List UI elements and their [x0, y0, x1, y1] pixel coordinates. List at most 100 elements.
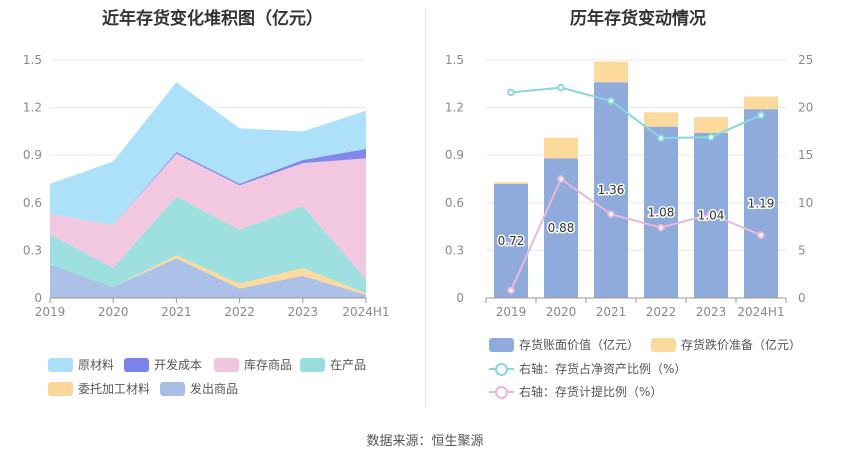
stacked-area-chart: 0 0.3 0.6 0.9 1.2 1.5 2019 2020 2021 2022 2023 2024…	[23, 53, 390, 319]
legend-swatch	[48, 381, 73, 396]
line-point	[707, 133, 715, 141]
area-2	[50, 153, 366, 279]
x-tick-label: 2020	[546, 305, 577, 319]
legend-item: 存货账面价值（亿元）	[489, 336, 639, 353]
bar-value-label: 0.88	[548, 221, 575, 235]
x-tick-label: 2023	[696, 305, 727, 319]
bar-book-value	[494, 183, 528, 298]
bar-provision	[544, 137, 578, 159]
bar-book-value	[594, 82, 628, 298]
legend-item: 存货跌价准备（亿元）	[651, 336, 801, 353]
legend-item: 右轴：存货占净资产比例（%）	[489, 360, 686, 377]
area-0	[50, 82, 366, 226]
legend-label: 原材料	[78, 358, 115, 372]
bar-value-label: 1.19	[748, 197, 775, 211]
x-tick-label: 2022	[224, 305, 255, 319]
line-point	[757, 111, 765, 120]
y2-tick-label: 0	[798, 291, 806, 305]
bar-value-label: 0.72	[498, 234, 525, 248]
legend-label: 发出商品	[190, 382, 239, 396]
y2-tick-label: 20	[798, 101, 813, 115]
bar-value-label: 1.36	[598, 183, 625, 197]
chart-title: 近年存货变化堆积图（亿元）	[102, 9, 323, 29]
y-tick-label: 0.3	[23, 243, 42, 257]
legend-swatch	[651, 337, 676, 352]
x-tick-label: 2024H1	[342, 305, 389, 319]
x-tick-label: 2021	[161, 305, 192, 319]
y2-tick-label: 5	[798, 243, 806, 257]
y2-tick-label: 25	[798, 53, 813, 67]
bar-book-value	[744, 109, 778, 298]
y2-tick-label: 15	[798, 148, 813, 162]
line-point	[607, 97, 615, 105]
legend-label: 委托加工材料	[78, 382, 151, 396]
line-point	[657, 223, 665, 232]
legend-line-swatch	[489, 385, 514, 399]
line-point	[607, 210, 615, 219]
x-tick-label: 2019	[496, 305, 527, 319]
bar-line-chart: 0 0.3 0.6 0.9 1.2 1.5 0 5 10 15 20 25 2019 2020 2021 20…	[445, 53, 813, 319]
line-point	[557, 83, 565, 92]
bar-line-panel: 历年存货变动情况 0 0.3 0.6 0.9 1.2 1.5 0 5 10 15 20 25 2019 2…	[426, 0, 850, 420]
legend-item: 原材料	[48, 356, 114, 373]
stacked-area-panel: 近年存货变化堆积图（亿元） 0 0.3 0.6 0.9 1.2 1.5 2019 2020 20…	[0, 0, 425, 420]
y-tick-label: 0.9	[445, 148, 464, 162]
legend-swatch	[489, 337, 514, 352]
legend-item: 开发成本	[124, 356, 202, 373]
legend-label: 右轴：存货计提比例（%）	[519, 385, 663, 399]
y2-tick-label: 10	[798, 196, 813, 210]
legend-item: 库存商品	[214, 356, 292, 373]
x-tick-label: 2019	[35, 305, 66, 319]
y-tick-label: 0	[34, 291, 42, 305]
legend-label: 存货跌价准备（亿元）	[681, 338, 802, 352]
x-tick-label: 2021	[596, 305, 627, 319]
bar-provision	[494, 182, 528, 184]
line-series-0	[510, 86, 762, 140]
legend-item: 右轴：存货计提比例（%）	[489, 383, 662, 400]
bar-book-value	[644, 126, 678, 298]
legend-label: 右轴：存货占净资产比例（%）	[519, 362, 687, 376]
x-tick-label: 2023	[288, 305, 319, 319]
legend-swatch	[124, 357, 149, 372]
panel-divider	[425, 8, 426, 408]
y-tick-label: 0.6	[23, 196, 42, 210]
y-tick-label: 1.5	[23, 53, 42, 67]
legend-swatch	[300, 357, 325, 372]
bar-value-label: 1.08	[648, 205, 675, 219]
line-series-1	[510, 177, 762, 291]
legend-line-swatch	[489, 362, 514, 376]
x-tick-label: 2020	[98, 305, 129, 319]
area-5	[50, 258, 366, 298]
bar-provision	[744, 96, 778, 110]
bar-provision	[694, 117, 728, 133]
y-tick-label: 1.5	[445, 53, 464, 67]
legend-label: 库存商品	[244, 358, 293, 372]
line-point	[507, 286, 515, 295]
legend-swatch	[214, 357, 239, 372]
area-3	[50, 196, 366, 294]
line-point	[507, 88, 515, 97]
y-tick-label: 1.2	[445, 101, 464, 115]
bar-provision	[594, 61, 628, 83]
legend-label: 在产品	[330, 358, 367, 372]
x-tick-label: 2022	[646, 305, 677, 319]
data-source: 数据来源：恒生聚源	[366, 434, 484, 449]
x-tick-label: 2024H1	[737, 305, 784, 319]
bar-value-label: 1.04	[698, 208, 725, 222]
line-point	[557, 175, 565, 183]
legend-item: 委托加工材料	[48, 380, 150, 397]
y-tick-label: 0.9	[23, 148, 42, 162]
area-1	[50, 148, 366, 226]
bar-provision	[644, 112, 678, 127]
legend-marker	[495, 385, 508, 399]
line-point	[757, 231, 765, 239]
y-tick-label: 0.6	[445, 196, 464, 210]
legend-label: 开发成本	[154, 358, 203, 372]
area-4	[50, 255, 366, 295]
legend-item: 发出商品	[160, 380, 238, 397]
legend-swatch	[48, 357, 73, 372]
line-point	[707, 210, 715, 219]
legend-swatch	[160, 381, 185, 396]
y-tick-label: 0.3	[445, 243, 464, 257]
legend-item: 在产品	[300, 356, 366, 373]
